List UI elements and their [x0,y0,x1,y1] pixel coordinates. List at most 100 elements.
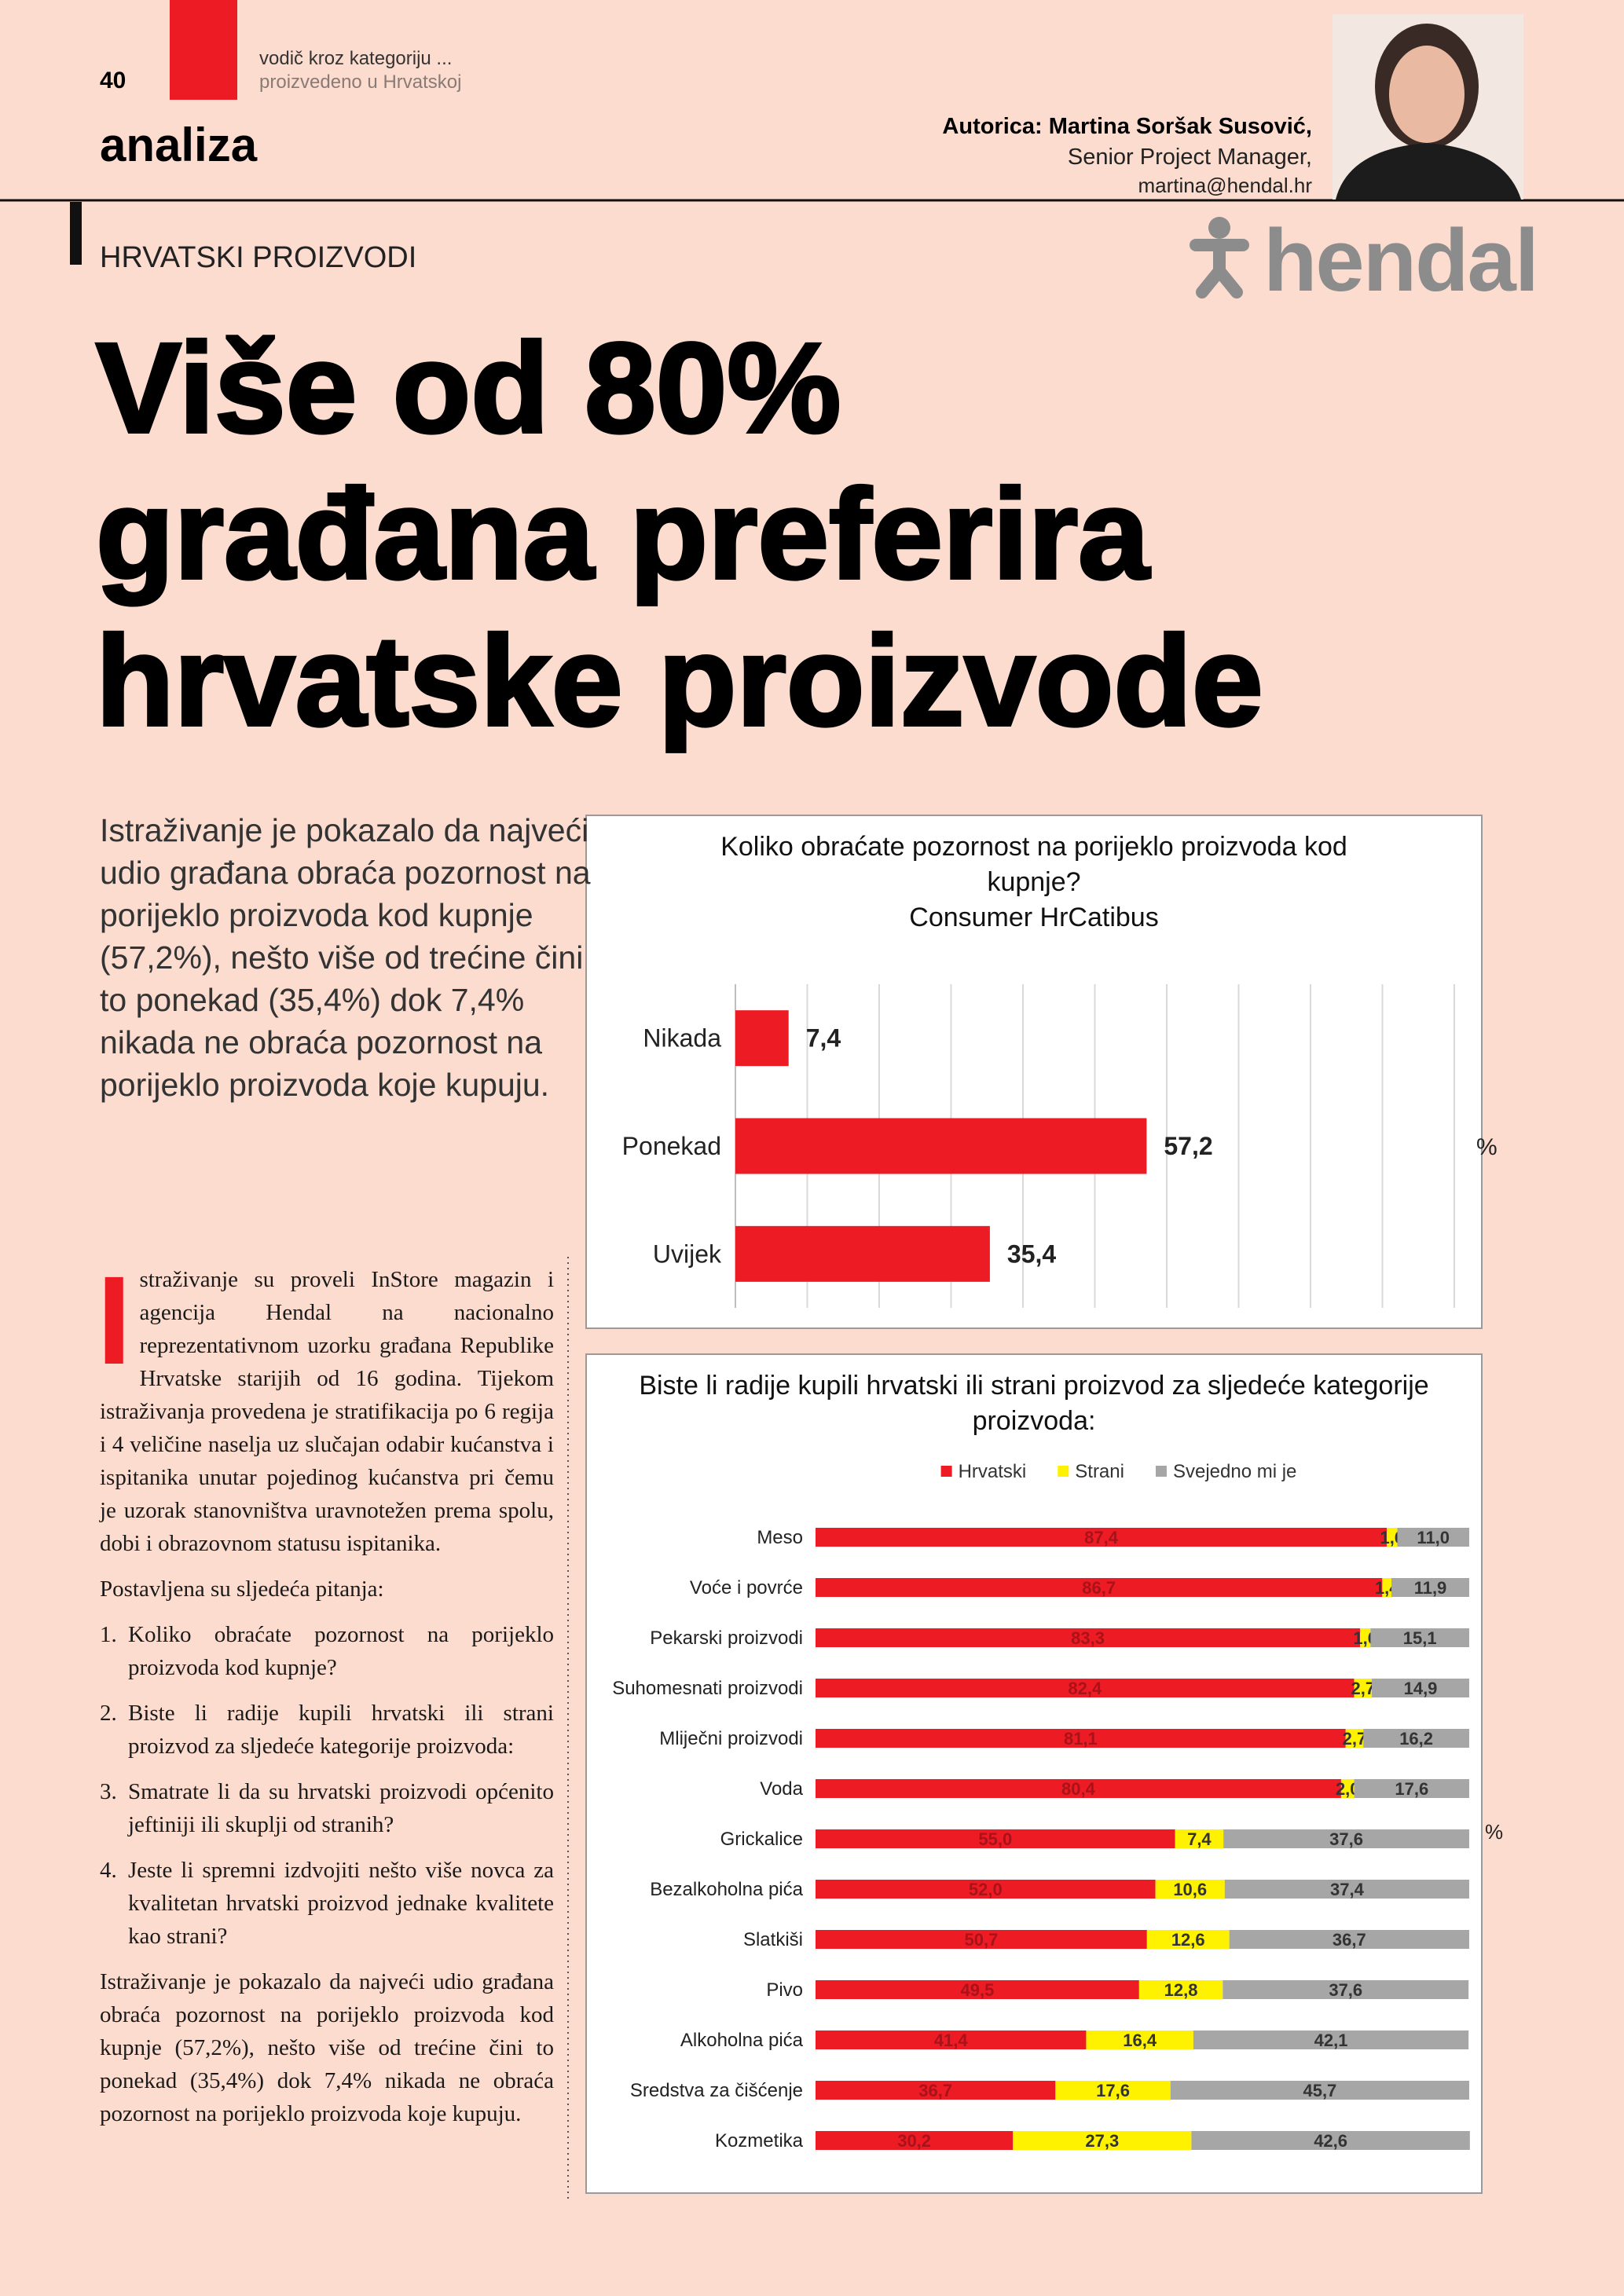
paragraph: Istraživanje je pokazalo da najveći udio… [100,1969,554,2126]
bar-segment [816,1528,1388,1547]
author-role: Senior Project Manager, [1068,145,1312,170]
value-label: 83,3 [1071,1628,1105,1648]
axis-label: % [1485,1820,1503,1844]
value-label: 45,7 [1303,2081,1336,2100]
bar-segment [816,1578,1383,1597]
value-label: 16,2 [1399,1729,1433,1749]
value-label: 12,8 [1164,1980,1198,2000]
value-label: 16,4 [1123,2031,1157,2050]
value-label: 11,0 [1417,1528,1450,1547]
section-name: analiza [100,119,258,171]
bar-segment [1055,2081,1171,2100]
value-label: 7,4 [1187,1829,1212,1849]
accent-block [170,0,237,100]
value-label: 50,7 [964,1930,998,1950]
value-label: 81,1 [1064,1729,1098,1749]
value-label: 35,4 [1007,1240,1056,1268]
question: 1. Koliko obraćate pozornost na porijeklo… [100,1618,554,1684]
value-label: 36,7 [918,2081,952,2100]
value-label: 2,7 [1351,1679,1376,1698]
question: 2. Biste li radije kupili hrvatski ili st… [100,1697,554,1763]
value-label: 12,6 [1171,1930,1205,1950]
bar-segment [1013,2131,1192,2150]
category-label: Voće i povrće [690,1577,803,1598]
legend-label: Strani [1075,1461,1124,1482]
value-label: 10,6 [1173,1880,1207,1899]
section-line: proizvedeno u Hrvatskoj [259,71,461,93]
category-label: Pivo [766,1979,803,2001]
value-label: 15,1 [1403,1628,1437,1648]
bar-segment [1155,1880,1225,1899]
value-label: 11,9 [1414,1578,1447,1598]
bar [735,1010,789,1067]
question-text: Jeste li spremni izdvojiti nešto više no… [128,1858,554,1949]
bar-segment [1086,2031,1193,2049]
category-label: Nikada [643,1024,721,1053]
axis-label: % [1476,1134,1498,1160]
category-label: Ponekad [622,1132,721,1160]
chart-title-block: Koliko obraćate pozornost na porijeklo p… [586,829,1482,936]
value-label: 37,6 [1329,1980,1362,2000]
category-label: Alkoholna pića [680,2030,804,2051]
bar-segment [816,1628,1361,1647]
value-label: 36,7 [1333,1930,1366,1950]
value-label: 37,4 [1330,1880,1365,1899]
category-label: Pekarski proizvodi [650,1628,803,1649]
value-label: 37,6 [1329,1829,1363,1849]
category-label: Mliječni proizvodi [659,1728,803,1749]
bar-segment [1382,1578,1391,1597]
bar [735,1118,1147,1174]
bar-segment [1146,1930,1230,1949]
bar-segment [816,1779,1341,1798]
author: Autorica: Martina Soršak Susović, [942,114,1312,139]
value-label: 55,0 [978,1829,1012,1849]
bar-segment [1372,1679,1469,1697]
bar-segment [1170,2081,1469,2100]
bar-segment [816,1930,1147,1949]
question-number: 4. [100,1858,117,1883]
question-text: Koliko obraćate pozornost na porijeklo p… [128,1622,554,1680]
value-label: 86,7 [1082,1578,1116,1598]
legend-swatch [1155,1466,1167,1477]
kicker-bar [70,202,82,265]
question-text: Biste li radije kupili hrvatski ili stra… [128,1701,554,1759]
chart-box [585,1353,1483,2194]
bar-segment [816,2131,1014,2150]
bar-segment [1345,1729,1364,1748]
headline-line: hrvatske proizvode [96,609,1263,753]
bar-segment [1193,2031,1469,2049]
paragraph: Postavljena su sljedeća pitanja: [100,1576,384,1602]
bar-segment [816,1729,1346,1748]
bar-segment [1223,1829,1469,1848]
value-label: 80,4 [1061,1779,1096,1799]
category-label: Voda [760,1778,803,1800]
legend-swatch [940,1466,952,1477]
value-label: 17,6 [1096,2081,1130,2100]
value-label: 27,3 [1085,2131,1119,2151]
chart-subtitle: Consumer HrCatibus [909,903,1159,932]
question-text: Smatrate li da su hrvatski proizvodi opć… [128,1779,554,1837]
value-label: 41,4 [934,2031,969,2050]
value-label: 57,2 [1164,1132,1212,1160]
bar-segment [1370,1628,1469,1647]
value-label: 49,5 [961,1980,995,2000]
chart-title: Koliko obraćate pozornost na porijeklo p… [720,832,1347,897]
legend-swatch [1058,1466,1069,1477]
value-label: 52,0 [969,1880,1003,1899]
category-label: Suhomesnati proizvodi [612,1678,803,1699]
bar-segment [1360,1628,1371,1647]
bar-segment [1175,1829,1224,1848]
lead-paragraph: Istraživanje je pokazalo da najveći udio… [100,812,591,1103]
category-label: Slatkiši [743,1929,803,1950]
author-email: martina@hendal.hr [1138,174,1312,197]
value-label: 42,6 [1314,2131,1347,2151]
bar-segment [1397,1528,1469,1547]
hendal-logo: hendal [1190,211,1539,309]
bar [735,1225,990,1282]
legend-label: Svejedno mi je [1173,1461,1296,1482]
bar-segment [816,1829,1175,1848]
bar-segment [1363,1729,1469,1748]
value-label: 14,9 [1404,1679,1438,1698]
